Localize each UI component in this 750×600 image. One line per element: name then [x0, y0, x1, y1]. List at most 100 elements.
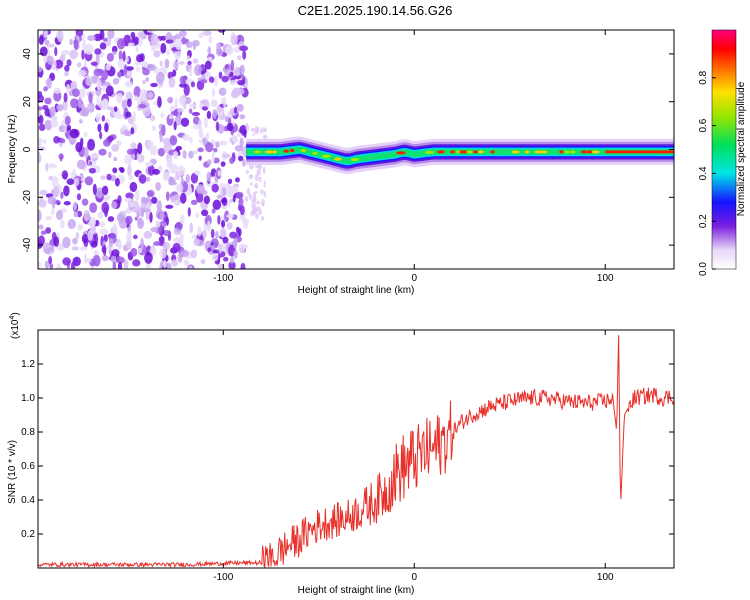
noise-blob [214, 75, 218, 88]
noise-blob [46, 43, 55, 48]
snr-y-label: SNR (10 * v/v) [7, 440, 18, 504]
noise-blob [221, 75, 229, 83]
noise-blob [82, 39, 87, 52]
noise-blob [136, 54, 144, 63]
noise-blob [72, 256, 81, 267]
noise-blob [116, 256, 125, 264]
noise-blob [188, 103, 197, 108]
noise-blob [46, 55, 54, 66]
noise-blob [38, 199, 47, 208]
noise-blob [40, 230, 47, 235]
noise-blob [111, 45, 118, 54]
noise-blob [134, 188, 140, 201]
noise-blob [198, 32, 204, 39]
noise-blob [55, 210, 64, 221]
noise-blob [162, 172, 171, 182]
y-tick-label: 40 [22, 48, 33, 60]
noise-blob [125, 111, 132, 118]
noise-blob [127, 164, 132, 177]
noise-blob [38, 235, 45, 246]
y-tick-label: 1.2 [21, 359, 35, 370]
noise-blob [205, 132, 210, 141]
noise-blob [108, 151, 112, 159]
noise-blob [138, 174, 147, 184]
noise-blob [93, 249, 99, 256]
noise-blob [45, 215, 53, 221]
noise-blob [262, 127, 267, 133]
noise-blob [229, 231, 238, 239]
noise-blob [117, 71, 122, 78]
noise-blob [133, 95, 139, 101]
ridge-core [587, 150, 593, 154]
noise-blob [202, 229, 207, 238]
ridge-core [264, 150, 274, 154]
noise-blob [134, 216, 138, 221]
noise-blob [195, 212, 200, 219]
noise-blob [66, 83, 71, 94]
noise-blob [252, 133, 255, 137]
y-tick-label: -40 [22, 237, 33, 252]
noise-blob [56, 243, 65, 251]
noise-blob [84, 176, 94, 186]
noise-blob [215, 121, 220, 132]
noise-blob [89, 153, 99, 159]
noise-blob [97, 211, 104, 220]
noise-blob [231, 135, 238, 143]
noise-blob [137, 142, 143, 155]
noise-blob [146, 176, 151, 182]
noise-blob [124, 154, 133, 165]
noise-blob [226, 200, 230, 208]
noise-blob [91, 240, 98, 248]
noise-blob [112, 51, 117, 56]
noise-blob [102, 244, 107, 256]
noise-blob [96, 79, 102, 91]
noise-blob [48, 163, 58, 169]
noise-blob [51, 114, 58, 122]
noise-blob [248, 174, 254, 180]
ridge-core [396, 151, 406, 155]
noise-blob [187, 207, 191, 217]
noise-blob [204, 142, 214, 153]
noise-blob [198, 119, 202, 127]
noise-blob [88, 167, 97, 174]
noise-blob [229, 79, 237, 86]
noise-blob [222, 153, 231, 159]
noise-blob [212, 199, 222, 211]
noise-blob [248, 194, 252, 198]
noise-blob [100, 175, 106, 180]
noise-blob [119, 167, 125, 173]
noise-blob [192, 58, 199, 64]
colorbar-ticks: 0.0 0.2 0.4 0.6 0.8 [698, 70, 716, 276]
noise-blob [236, 79, 246, 86]
noise-blob [190, 249, 198, 259]
noise-blob [60, 219, 65, 229]
noise-blob [190, 81, 196, 88]
y-tick-label: 0.4 [21, 495, 35, 506]
noise-blob [73, 177, 80, 187]
noise-blob [239, 64, 245, 75]
noise-blob [218, 87, 227, 96]
noise-blob [77, 69, 87, 77]
noise-blob [73, 201, 77, 211]
noise-blob [99, 228, 109, 235]
noise-blob [223, 256, 229, 262]
noise-blob [252, 208, 257, 215]
noise-blob [238, 243, 246, 254]
noise-blob [238, 197, 244, 207]
noise-blob [132, 259, 141, 267]
ridge-core [534, 150, 543, 154]
noise-blob [70, 261, 76, 269]
noise-blob [207, 247, 212, 252]
noise-blob [208, 76, 215, 83]
noise-blob [117, 261, 123, 269]
noise-blob [174, 33, 182, 40]
noise-blob [211, 150, 215, 163]
noise-blob [69, 49, 79, 60]
y-tick-label: 0.2 [21, 529, 35, 540]
snr-panel: -100 0 100 0.2 0.4 0.6 0.8 1.0 1.2 Height of st… [7, 312, 675, 596]
noise-blob [147, 91, 154, 99]
colorbar-tick-label: 0.8 [698, 70, 709, 84]
noise-blob [234, 66, 241, 77]
noise-blob [234, 145, 243, 152]
